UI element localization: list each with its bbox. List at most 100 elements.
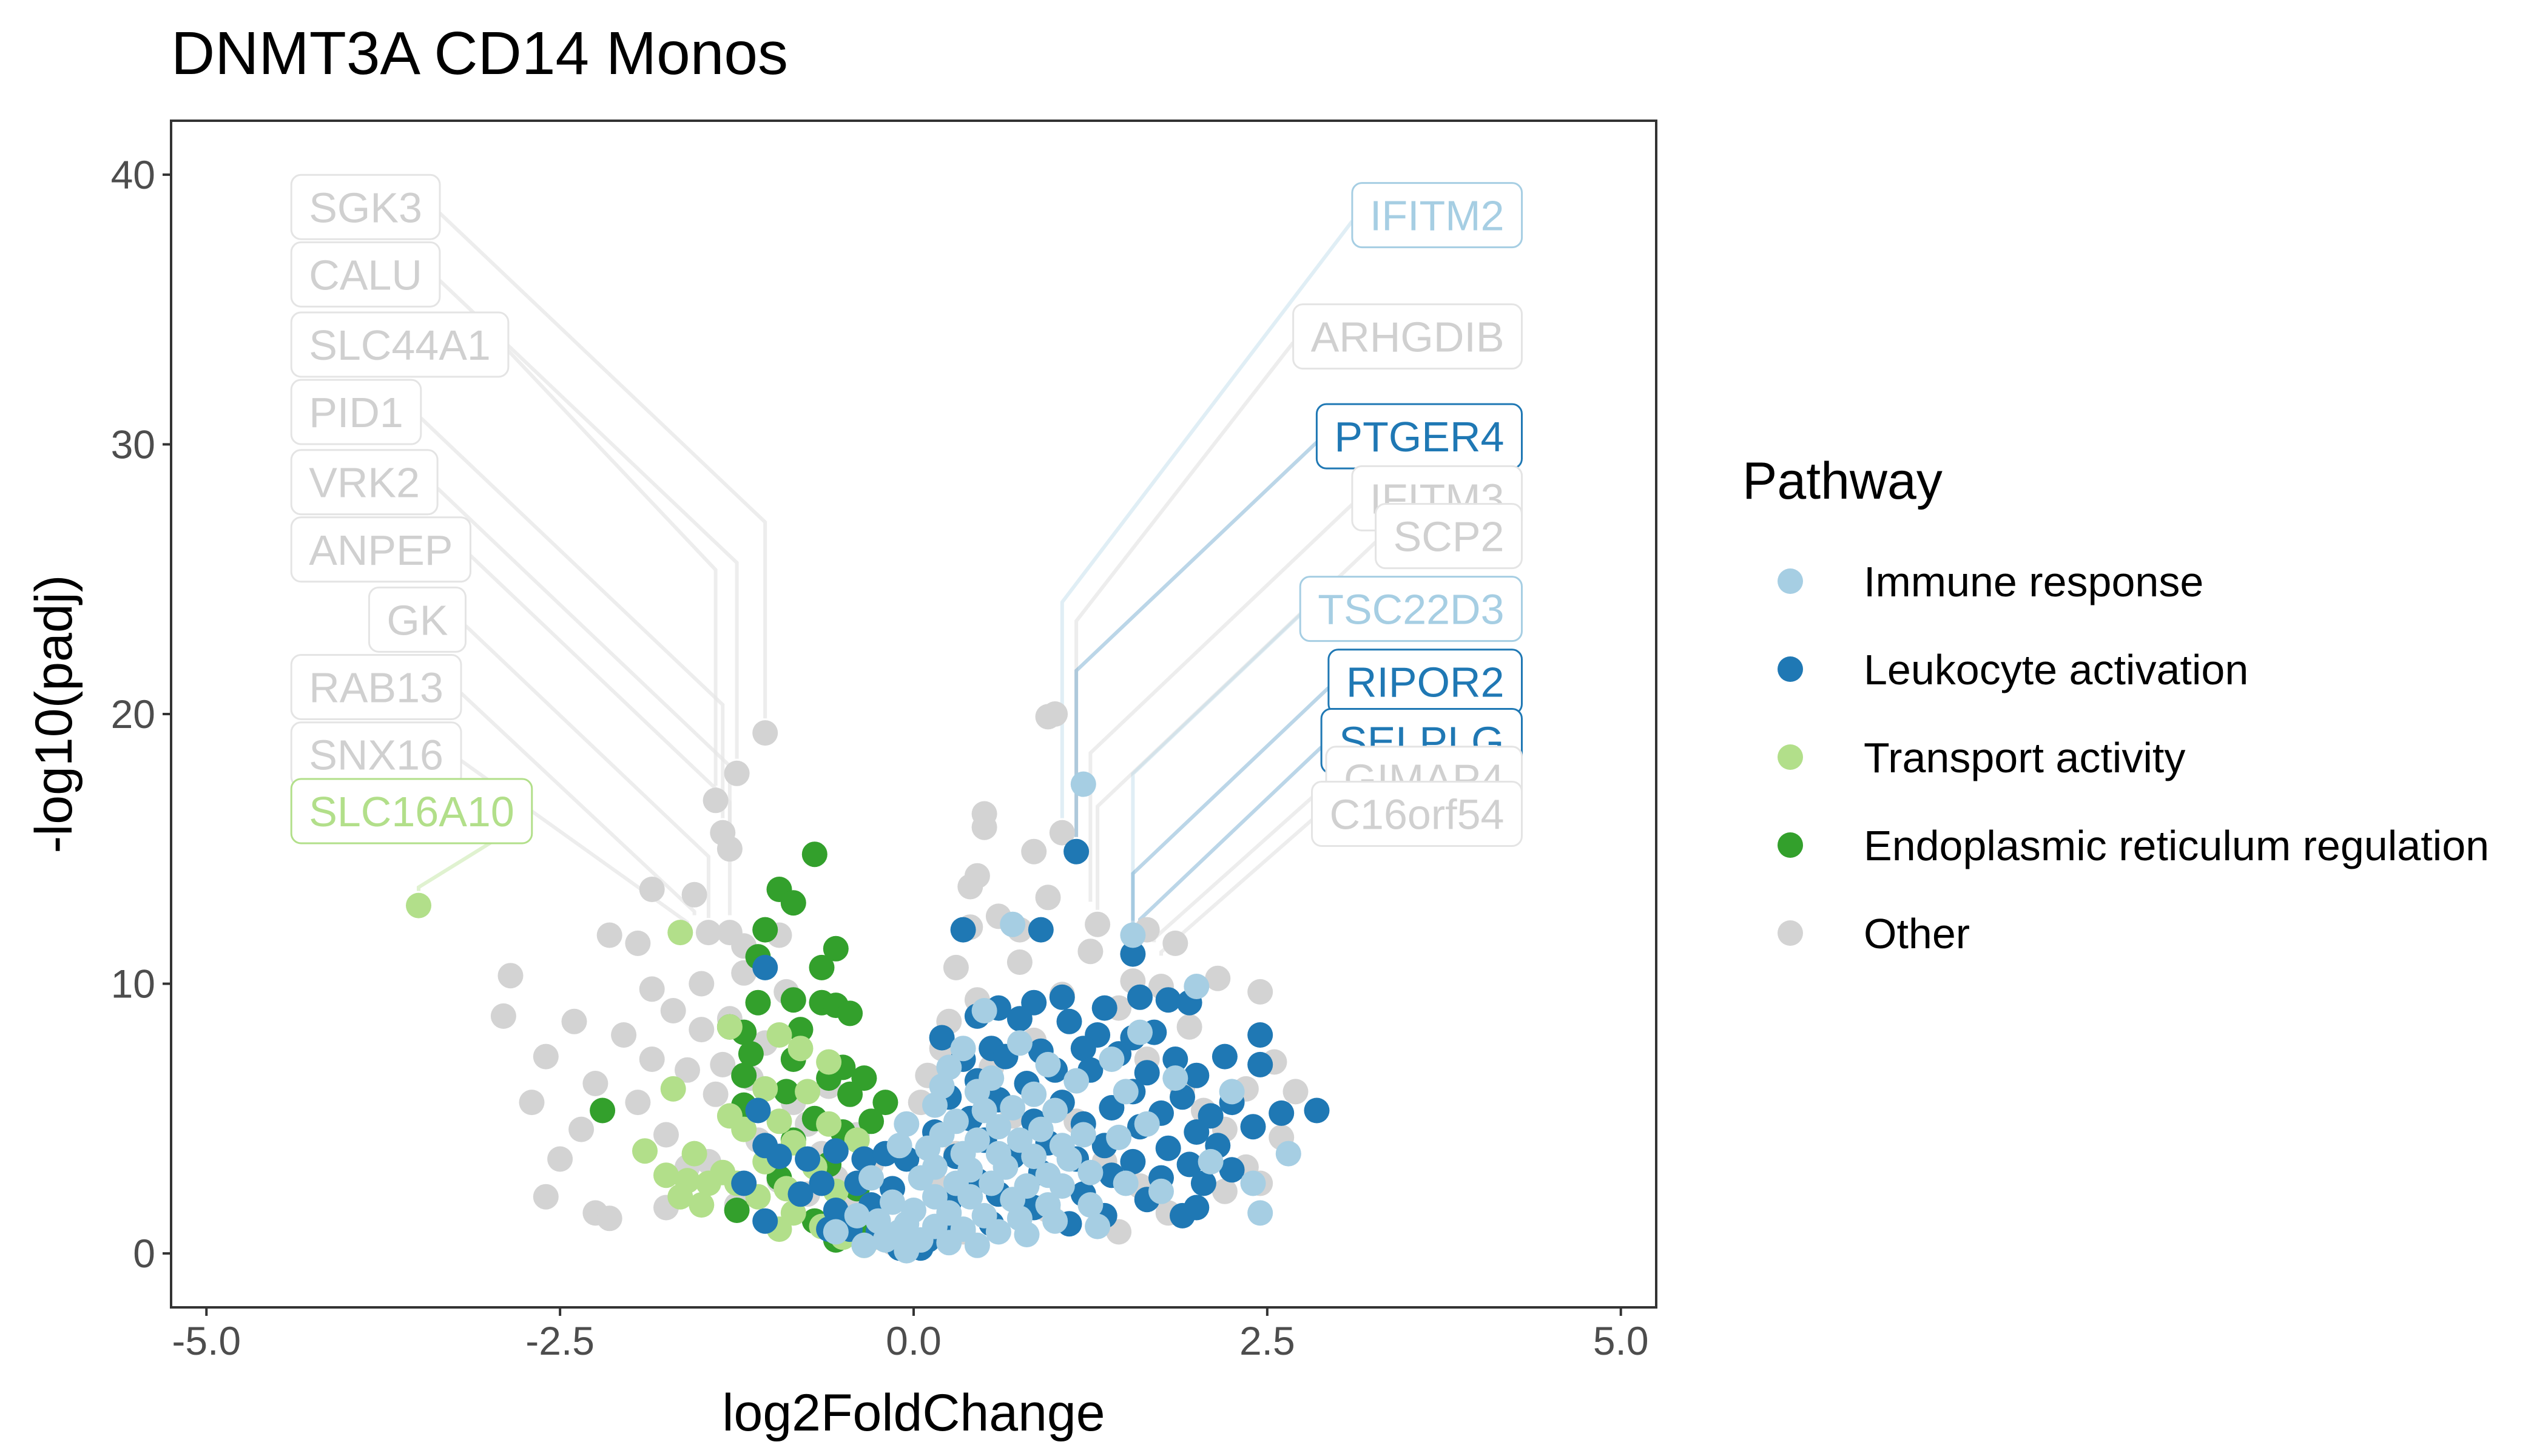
label-connector <box>1159 818 1313 956</box>
data-point <box>1042 1097 1068 1124</box>
data-point <box>766 1022 792 1048</box>
data-point <box>745 989 771 1016</box>
data-point <box>1127 1019 1153 1045</box>
data-point <box>801 841 827 868</box>
data-point <box>1006 949 1033 975</box>
data-point <box>985 1114 1011 1140</box>
data-point <box>703 1081 729 1107</box>
gene-label-ifitm2: IFITM2 <box>1351 182 1523 249</box>
plot-area: SGK3 CALU SLC44A1 PID1 VRK2 ANPEP GK RAB13 SNX16… <box>170 120 1657 1309</box>
data-point <box>1205 965 1231 991</box>
data-point <box>490 1003 516 1029</box>
data-point <box>809 954 835 980</box>
data-point <box>787 1036 814 1062</box>
data-point <box>611 1022 637 1048</box>
label-connector <box>459 692 696 915</box>
data-point <box>1247 1051 1273 1077</box>
data-point <box>823 1138 849 1164</box>
data-point <box>625 930 651 956</box>
data-point <box>596 922 622 948</box>
data-point <box>1099 1046 1125 1072</box>
data-point <box>872 1090 898 1116</box>
data-point <box>547 1146 573 1172</box>
data-point <box>1014 1222 1040 1247</box>
data-point <box>1070 1036 1096 1062</box>
data-point <box>1176 1151 1202 1178</box>
gene-label-text: PTGER4 <box>1334 413 1504 460</box>
legend-label: Leukocyte activation <box>1864 646 2248 693</box>
data-point <box>1162 1046 1188 1072</box>
data-point <box>533 1043 559 1070</box>
data-point <box>1240 1114 1266 1140</box>
data-point <box>1212 1178 1238 1204</box>
data-point <box>1021 1144 1047 1170</box>
data-point <box>632 1138 658 1164</box>
data-point <box>1113 1079 1139 1105</box>
data-point <box>787 1181 814 1207</box>
label-connector <box>469 554 732 915</box>
gene-label-text: SGK3 <box>309 184 422 231</box>
data-point <box>1190 1170 1216 1196</box>
data-point <box>1049 1173 1075 1199</box>
x-tick-label: 2.5 <box>1239 1318 1295 1363</box>
data-point <box>710 1051 736 1077</box>
gene-labels: SGK3 CALU SLC44A1 PID1 VRK2 ANPEP GK RAB13 SNX16… <box>290 174 1523 847</box>
gene-label-box <box>1375 503 1523 570</box>
data-point <box>1035 1051 1061 1077</box>
data-point <box>1162 930 1188 956</box>
data-point <box>1120 922 1146 948</box>
data-point <box>1134 1111 1160 1137</box>
gene-label-text: GK <box>386 596 448 644</box>
gene-label-box <box>290 311 510 378</box>
gene-label-text: IFITM2 <box>1370 192 1505 240</box>
data-point <box>1127 984 1153 1010</box>
y-tick-label: 20 <box>111 692 155 736</box>
gene-label-ripor2: RIPOR2 <box>1327 649 1523 715</box>
data-point <box>695 920 721 946</box>
data-point <box>625 1090 651 1116</box>
gene-label-text: SNX16 <box>309 732 443 779</box>
data-point <box>787 1017 814 1043</box>
data-point <box>1077 939 1104 965</box>
data-point <box>766 1144 792 1170</box>
data-point <box>1184 1119 1210 1145</box>
legend-entries: Immune response Leukocyte activation Trans… <box>1778 558 2489 957</box>
data-point <box>724 760 750 786</box>
data-point <box>1106 1124 1132 1150</box>
gene-label-gk: GK <box>368 586 467 653</box>
x-tick-label: 5.0 <box>1593 1318 1649 1363</box>
data-point <box>1176 1014 1202 1040</box>
data-point <box>964 1232 990 1258</box>
data-point <box>681 881 707 908</box>
data-point <box>752 720 778 746</box>
data-point <box>1035 885 1061 911</box>
legend-item: Transport activity <box>1778 734 2185 781</box>
gene-label-text: SCP2 <box>1394 513 1505 561</box>
data-point <box>858 1108 885 1134</box>
y-tick-label: 30 <box>111 422 155 467</box>
gene-label-box <box>1299 576 1523 642</box>
data-point <box>1148 1178 1174 1204</box>
gene-label-text: TSC22D3 <box>1318 586 1504 633</box>
data-point <box>929 1025 955 1051</box>
data-point <box>1184 974 1210 999</box>
gene-label-text: SLC16A10 <box>309 788 514 835</box>
label-connector <box>438 212 767 719</box>
gene-label-box <box>290 449 439 516</box>
data-point <box>1042 701 1068 727</box>
chart-title: DNMT3A CD14 Monos <box>171 19 788 87</box>
data-point <box>519 1090 545 1116</box>
data-point <box>731 1170 757 1196</box>
data-point <box>979 1170 1005 1196</box>
data-point <box>639 877 665 902</box>
data-point <box>1021 838 1047 864</box>
data-point <box>1006 1006 1033 1032</box>
data-point <box>809 1170 835 1196</box>
data-points <box>406 701 1330 1264</box>
data-point <box>865 1208 891 1234</box>
gene-label-box <box>290 241 441 308</box>
data-point <box>590 1097 616 1124</box>
label-connector <box>1131 613 1302 921</box>
label-connector <box>1060 220 1354 818</box>
data-point <box>731 1062 757 1088</box>
